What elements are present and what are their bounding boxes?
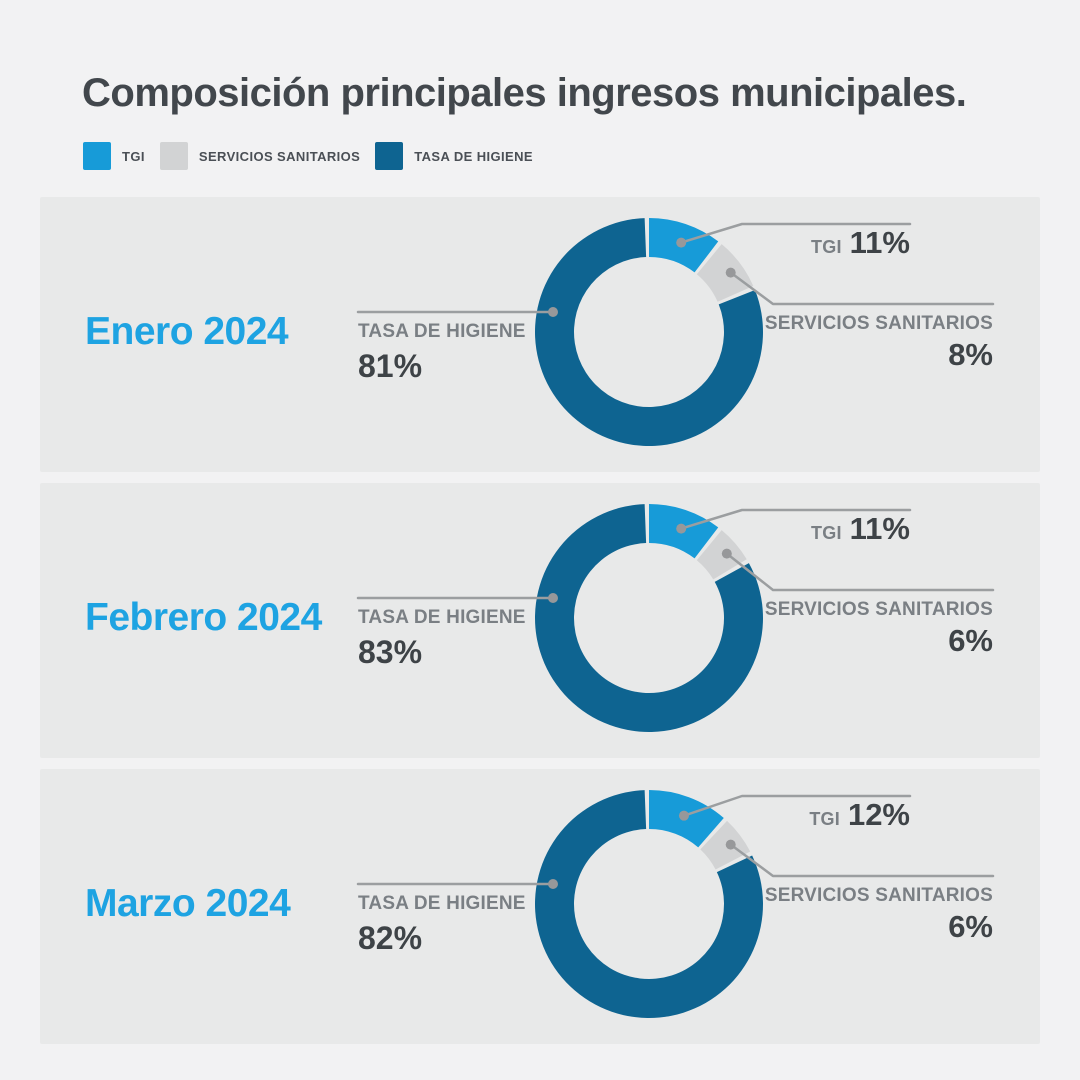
tgi-callout: TGI 11% (811, 513, 910, 545)
tasa-de-higiene-label: TASA DE HIGIENE (358, 893, 526, 914)
legend-label: SERVICIOS SANITARIOS (198, 148, 361, 164)
servicios-sanitarios-callout: SERVICIOS SANITARIOS 8% (765, 313, 993, 370)
callout-line-servicios-sanitarios (729, 271, 995, 306)
legend-label: TASA DE HIGIENE (414, 148, 533, 164)
segment-ss (696, 530, 747, 580)
callout-line-tgi (682, 794, 912, 817)
tgi-label: TGI (811, 523, 842, 543)
tasa-de-higiene-label: TASA DE HIGIENE (358, 321, 526, 342)
servicios-sanitarios-callout: SERVICIOS SANITARIOS 6% (765, 599, 993, 656)
tgi-callout: TGI 12% (809, 799, 910, 831)
servicios-sanitarios-value: 8% (948, 336, 993, 372)
month-label: Febrero 2024 (85, 596, 322, 639)
servicios-sanitarios-label: SERVICIOS SANITARIOS (764, 885, 993, 906)
tasa-de-higiene-label: TASA DE HIGIENE (358, 607, 526, 628)
callout-dot-servicios-sanitarios (725, 267, 736, 278)
month-panel: Febrero 2024 TASA DE HIGIENE 83% TGI 11%… (40, 483, 1040, 758)
legend-swatch (375, 142, 404, 170)
legend-item: TGI (83, 142, 145, 170)
servicios-sanitarios-value: 6% (948, 622, 993, 658)
callout-line-tgi (679, 222, 912, 244)
callout-dot-tasa-de-higiene (548, 307, 558, 317)
servicios-sanitarios-label: SERVICIOS SANITARIOS (764, 599, 993, 620)
tgi-value: 12% (847, 797, 910, 832)
callout-dot-tgi (676, 523, 687, 534)
legend-item: SERVICIOS SANITARIOS (159, 142, 361, 170)
page-title: Composición principales ingresos municip… (82, 71, 967, 115)
donut-chart (356, 504, 995, 732)
tgi-label: TGI (811, 237, 842, 257)
legend-swatch (159, 142, 188, 170)
servicios-sanitarios-label: SERVICIOS SANITARIOS (764, 313, 993, 334)
servicios-sanitarios-value: 6% (948, 908, 993, 944)
segment-ss (696, 244, 754, 302)
tasa-de-higiene-callout: TASA DE HIGIENE 82% (358, 893, 578, 954)
month-panels: Enero 2024 TASA DE HIGIENE 81% TGI 11% S… (40, 197, 1040, 1055)
segment-ss (700, 820, 751, 870)
tgi-callout: TGI 11% (811, 227, 910, 259)
tasa-de-higiene-value: 83% (358, 633, 423, 670)
tgi-value: 11% (849, 511, 910, 546)
tasa-de-higiene-value: 82% (358, 919, 423, 956)
segment-tasa (535, 504, 764, 732)
callout-dot-tgi (678, 810, 689, 821)
tgi-value: 11% (849, 225, 910, 260)
servicios-sanitarios-callout: SERVICIOS SANITARIOS 6% (765, 885, 993, 942)
callout-line-servicios-sanitarios (725, 552, 995, 592)
callout-dot-servicios-sanitarios (725, 839, 736, 850)
callout-dot-tasa-de-higiene (548, 879, 558, 889)
legend-item: TASA DE HIGIENE (375, 142, 533, 170)
legend-swatch (83, 142, 111, 170)
callout-dot-servicios-sanitarios (721, 548, 732, 559)
donut-chart (356, 218, 995, 446)
legend-label: TGI (122, 148, 145, 164)
tasa-de-higiene-callout: TASA DE HIGIENE 81% (358, 321, 578, 382)
segment-tasa (535, 790, 763, 1018)
callout-dot-tasa-de-higiene (548, 593, 558, 603)
tasa-de-higiene-value: 81% (358, 347, 423, 384)
tasa-de-higiene-callout: TASA DE HIGIENE 83% (358, 607, 578, 668)
legend: TGI SERVICIOS SANITARIOS TASA DE HIGIENE (83, 142, 548, 170)
month-label: Enero 2024 (85, 310, 289, 353)
callout-line-tgi (679, 508, 912, 530)
callout-line-servicios-sanitarios (729, 843, 995, 878)
month-panel: Marzo 2024 TASA DE HIGIENE 82% TGI 12% S… (40, 769, 1040, 1044)
month-panel: Enero 2024 TASA DE HIGIENE 81% TGI 11% S… (40, 197, 1040, 472)
donut-chart (356, 790, 995, 1018)
segment-tasa (535, 218, 763, 446)
month-label: Marzo 2024 (85, 882, 291, 925)
tgi-label: TGI (809, 809, 840, 829)
callout-dot-tgi (676, 237, 687, 248)
